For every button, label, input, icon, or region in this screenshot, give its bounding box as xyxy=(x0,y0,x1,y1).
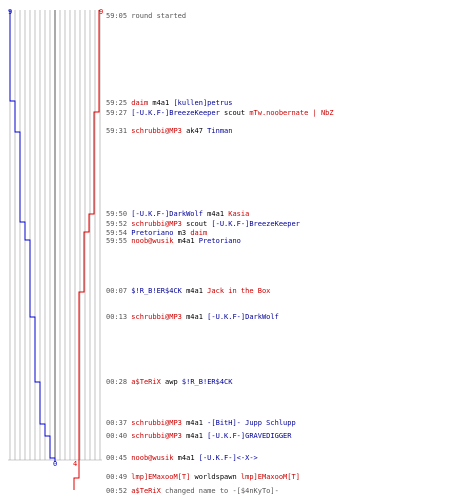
killer-name[interactable]: lmp]EMaxooM[T] xyxy=(131,473,191,481)
event-text: round started xyxy=(131,12,187,20)
event-row: 00:40 schrubbi@MP3 m4a1 [-U.K.F-]GRAVEDI… xyxy=(106,432,291,441)
event-time: 59:50 xyxy=(106,210,128,218)
victim-name[interactable]: -[BitH]- Jupp Schlupp xyxy=(207,419,296,427)
victim-name[interactable]: [-U.K.F-]GRAVEDIGGER xyxy=(207,432,292,440)
red-end-score: 4 xyxy=(73,460,77,468)
timeline-grid xyxy=(8,10,102,461)
victim-name[interactable]: [-U.K.F-]BreezeKeeper xyxy=(211,220,300,228)
blue-start-score: 9 xyxy=(8,8,12,16)
event-time: 00:28 xyxy=(106,378,128,386)
victim-name[interactable]: Pretoriano xyxy=(198,237,241,245)
victim-name[interactable]: mTw.noobernate | NbZ xyxy=(249,109,334,117)
event-action: changed name to xyxy=(165,487,229,495)
killer-name[interactable]: schrubbi@MP3 xyxy=(131,220,182,228)
weapon-name: m4a1 xyxy=(186,313,203,321)
victim-name[interactable]: Kasia xyxy=(228,210,250,218)
weapon-name: m3 xyxy=(177,229,187,237)
event-time: 00:49 xyxy=(106,473,128,481)
event-row: 59:50 [-U.K.F-]DarkWolf m4a1 Kasia xyxy=(106,210,249,219)
blue-end-score: 0 xyxy=(53,460,57,468)
killer-name[interactable]: daim xyxy=(131,99,149,107)
event-time: 59:52 xyxy=(106,220,128,228)
event-row: 00:49 lmp]EMaxooM[T] worldspawn lmp]EMax… xyxy=(106,473,300,482)
victim-name[interactable]: $!R_B!ER$4CK xyxy=(181,378,233,386)
event-time: 59:55 xyxy=(106,237,128,245)
weapon-name: m4a1 xyxy=(152,99,170,107)
weapon-name: m4a1 xyxy=(177,454,195,462)
killer-name[interactable]: a$TeRiX xyxy=(131,378,161,386)
event-time: 59:31 xyxy=(106,127,128,135)
killer-name[interactable]: noob@wusik xyxy=(131,454,174,462)
weapon-name: m4a1 xyxy=(186,432,203,440)
weapon-name: ak47 xyxy=(186,127,203,135)
blue-team-score-line xyxy=(9,10,56,462)
weapon-name: worldspawn xyxy=(194,473,237,481)
event-time: 59:05 xyxy=(106,12,128,20)
event-row: 59:31 schrubbi@MP3 ak47 Tinman xyxy=(106,127,232,136)
weapon-name: scout xyxy=(186,220,208,228)
weapon-name: m4a1 xyxy=(207,210,225,218)
weapon-name: m4a1 xyxy=(177,237,195,245)
killer-name[interactable]: schrubbi@MP3 xyxy=(131,419,182,427)
weapon-name: scout xyxy=(224,109,246,117)
victim-name[interactable]: lmp]EMaxooM[T] xyxy=(240,473,300,481)
event-time: 00:52 xyxy=(106,487,128,495)
event-row: 00:37 schrubbi@MP3 m4a1 -[BitH]- Jupp Sc… xyxy=(106,419,296,428)
event-time: 59:54 xyxy=(106,229,128,237)
event-row: 00:13 schrubbi@MP3 m4a1 [-U.K.F-]DarkWol… xyxy=(106,313,279,322)
killer-name[interactable]: [-U.K.F-]DarkWolf xyxy=(131,210,203,218)
event-time: 00:37 xyxy=(106,419,128,427)
event-row: 00:45 noob@wusik m4a1 [-U.K.F-]<-X-> xyxy=(106,454,258,463)
event-time: 00:07 xyxy=(106,287,128,295)
killer-name[interactable]: Pretoriano xyxy=(131,229,174,237)
event-row: 00:07 $!R_B!ER$4CK m4a1 Jack in the Box xyxy=(106,287,270,296)
event-time: 59:25 xyxy=(106,99,128,107)
event-row: 59:27 [-U.K.F-]BreezeKeeper scout mTw.no… xyxy=(106,109,334,118)
event-time: 00:13 xyxy=(106,313,128,321)
killer-name[interactable]: $!R_B!ER$4CK xyxy=(131,287,182,295)
score-timeline-chart: 9 9 0 4 xyxy=(8,8,103,490)
event-row: 59:25 daim m4a1 [kullen]petrus xyxy=(106,99,232,108)
killer-name[interactable]: noob@wusik xyxy=(131,237,174,245)
killer-name[interactable]: schrubbi@MP3 xyxy=(131,432,182,440)
event-row: 00:28 a$TeRiX awp $!R_B!ER$4CK xyxy=(106,378,232,387)
new-name: -[$4nKyTo]- xyxy=(232,487,279,495)
victim-name[interactable]: [kullen]petrus xyxy=(173,99,233,107)
victim-name[interactable]: Jack in the Box xyxy=(207,287,271,295)
weapon-name: awp xyxy=(165,378,178,386)
victim-name[interactable]: [-U.K.F-]DarkWolf xyxy=(207,313,279,321)
event-row: 59:54 Pretoriano m3 daim xyxy=(106,229,207,238)
red-team-score-line xyxy=(73,10,100,490)
victim-name[interactable]: daim xyxy=(190,229,208,237)
event-time: 00:45 xyxy=(106,454,128,462)
event-row: 59:55 noob@wusik m4a1 Pretoriano xyxy=(106,237,241,246)
killer-name[interactable]: schrubbi@MP3 xyxy=(131,313,182,321)
event-row: 59:52 schrubbi@MP3 scout [-U.K.F-]Breeze… xyxy=(106,220,300,229)
event-row: 00:52 a$TeRiX changed name to -[$4nKyTo]… xyxy=(106,487,279,496)
weapon-name: m4a1 xyxy=(186,287,203,295)
event-time: 59:27 xyxy=(106,109,128,117)
weapon-name: m4a1 xyxy=(186,419,203,427)
victim-name[interactable]: [-U.K.F-]<-X-> xyxy=(198,454,258,462)
killer-name[interactable]: schrubbi@MP3 xyxy=(131,127,182,135)
killer-name[interactable]: a$TeRiX xyxy=(131,487,161,495)
red-start-score: 9 xyxy=(99,8,103,16)
event-row: 59:05 round started xyxy=(106,12,186,21)
team-score-lines xyxy=(9,10,100,490)
killer-name[interactable]: [-U.K.F-]BreezeKeeper xyxy=(131,109,220,117)
event-time: 00:40 xyxy=(106,432,128,440)
victim-name[interactable]: Tinman xyxy=(207,127,233,135)
